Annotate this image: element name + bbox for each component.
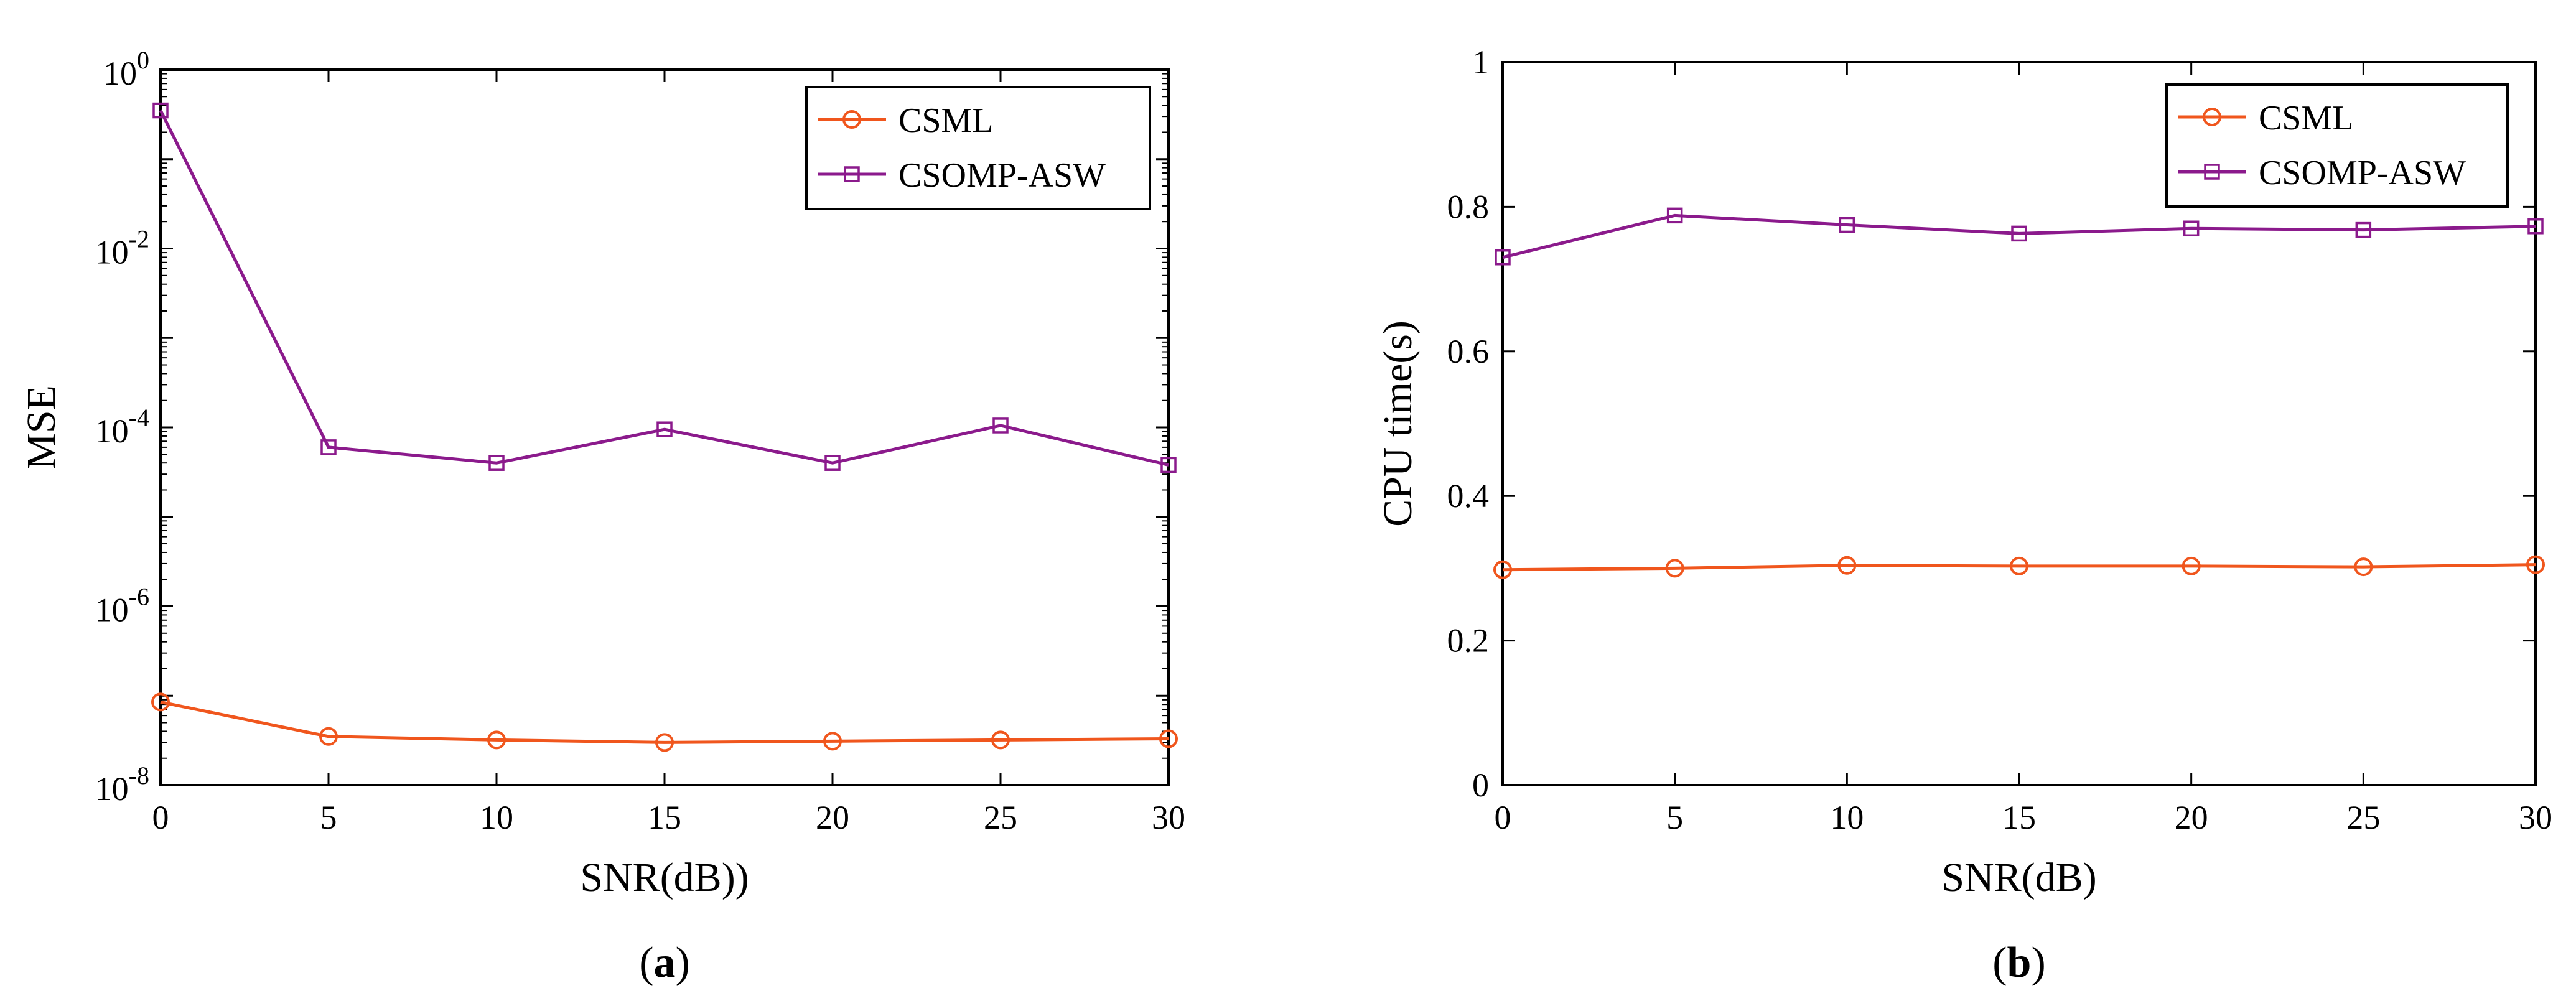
legend-label: CSML <box>2259 99 2354 137</box>
panel-label-letter: a <box>654 939 676 987</box>
data-point <box>487 730 506 750</box>
x-tick-label: 25 <box>2346 799 2380 836</box>
legend-box <box>2165 83 2509 208</box>
y-tick-label-exponent: -4 <box>129 404 149 432</box>
data-point <box>1665 559 1684 578</box>
y-tick-label-base: 10 <box>95 412 129 450</box>
x-tick-label: 15 <box>648 799 681 836</box>
x-tick-label: 5 <box>320 799 337 836</box>
x-tick-label: 0 <box>152 799 169 836</box>
data-point <box>656 421 673 437</box>
data-point <box>2011 225 2027 242</box>
series-line <box>1502 563 2536 572</box>
y-axis-title: MSE <box>19 385 64 470</box>
x-tick-label: 5 <box>1666 799 1683 836</box>
data-point <box>1159 729 1178 748</box>
x-tick-label: 25 <box>984 799 1017 836</box>
panel-label-letter: b <box>2007 939 2032 987</box>
legend: CSML CSOMP-ASW <box>2165 83 2509 208</box>
panel-label-close: ) <box>2031 939 2045 987</box>
legend-label: CSOMP-ASW <box>2259 154 2466 192</box>
x-axis-title: SNR(dB) <box>1941 855 2096 900</box>
data-point <box>2354 557 2373 577</box>
x-tick-label: 10 <box>480 799 513 836</box>
data-point <box>2204 164 2220 180</box>
y-tick-label: 0 <box>1472 766 1489 804</box>
data-point <box>992 417 1009 434</box>
data-point <box>842 110 861 129</box>
data-point <box>823 732 842 751</box>
data-point <box>824 455 841 471</box>
y-tick-label: 0.4 <box>1447 477 1490 515</box>
data-point <box>2010 556 2028 575</box>
data-point <box>1837 556 1857 575</box>
y-tick-label-base: 10 <box>95 770 129 808</box>
series-csml <box>151 692 1178 752</box>
y-tick-label: 0.8 <box>1447 188 1490 225</box>
x-tick-label: 30 <box>1152 799 1185 836</box>
y-tick-label: 100 <box>103 46 149 92</box>
data-point <box>1839 217 1855 233</box>
y-tick-label: 1 <box>1472 44 1489 81</box>
data-point <box>152 102 169 119</box>
data-point <box>488 455 505 471</box>
y-tick-label-exponent: -6 <box>129 583 149 611</box>
y-axis-title: CPU time(s) <box>1375 320 1421 527</box>
x-tick-label: 30 <box>2519 799 2552 836</box>
data-point <box>2182 556 2201 575</box>
y-tick-label-base: 10 <box>103 55 137 92</box>
panel-a: 0 5 10 15 20 25 3010-810-610-410-2100SNR(dB))M… <box>19 46 1185 987</box>
y-tick-label: 10-6 <box>95 583 149 629</box>
data-point <box>151 692 170 712</box>
data-point <box>655 733 674 752</box>
panel-b: 0 5 10 15 20 25 30 0 0.2 0.4 0.6 0.8 1 SNR(dB) CPU tim… <box>1375 44 2552 987</box>
panel-label: (a) <box>639 939 690 987</box>
panel-label: (b) <box>1992 939 2046 987</box>
y-tick-label: 10-8 <box>95 761 149 808</box>
y-tick-label: 0.2 <box>1447 622 1490 659</box>
legend-label: CSOMP-ASW <box>898 156 1106 195</box>
y-tick-label-base: 10 <box>95 592 129 629</box>
data-point <box>844 166 860 182</box>
x-tick-label: 20 <box>816 799 849 836</box>
y-tick-label-base: 10 <box>95 234 129 271</box>
series-line <box>159 109 1169 467</box>
x-tick-label: 10 <box>1830 799 1864 836</box>
data-point <box>1493 560 1512 579</box>
data-point <box>991 730 1010 750</box>
y-tick-label: 10-4 <box>95 404 149 450</box>
legend: CSML CSOMP-ASW <box>805 86 1151 210</box>
data-point <box>2183 220 2200 237</box>
legend-box <box>805 86 1151 210</box>
series-csomp-asw <box>152 102 1177 473</box>
panel-label-close: ) <box>676 939 690 987</box>
series-line <box>1502 213 2536 259</box>
legend-label: CSML <box>898 101 994 140</box>
data-point <box>1495 249 1511 266</box>
panel-label-open: ( <box>1992 939 2007 987</box>
data-point <box>1666 207 1683 224</box>
data-point <box>320 439 337 455</box>
x-tick-label: 20 <box>2175 799 2208 836</box>
y-tick-label: 0.6 <box>1447 333 1490 370</box>
panel-label-open: ( <box>639 939 653 987</box>
y-tick-label-exponent: -2 <box>129 225 149 253</box>
y-tick-label: 10-2 <box>95 225 149 271</box>
series-csml <box>1493 555 2545 579</box>
series-line <box>160 700 1169 744</box>
data-point <box>1160 457 1177 473</box>
x-tick-label: 0 <box>1495 799 1511 836</box>
data-point <box>2526 555 2545 574</box>
x-tick-label: 15 <box>2002 799 2036 836</box>
data-point <box>2355 221 2372 238</box>
data-point <box>2527 218 2544 235</box>
data-point <box>319 727 338 746</box>
series-csomp-asw <box>1495 207 2544 266</box>
y-tick-label-exponent: -8 <box>129 761 149 789</box>
x-axis-title: SNR(dB)) <box>580 855 749 900</box>
y-tick-label-exponent: 0 <box>137 46 149 74</box>
data-point <box>2203 108 2221 126</box>
